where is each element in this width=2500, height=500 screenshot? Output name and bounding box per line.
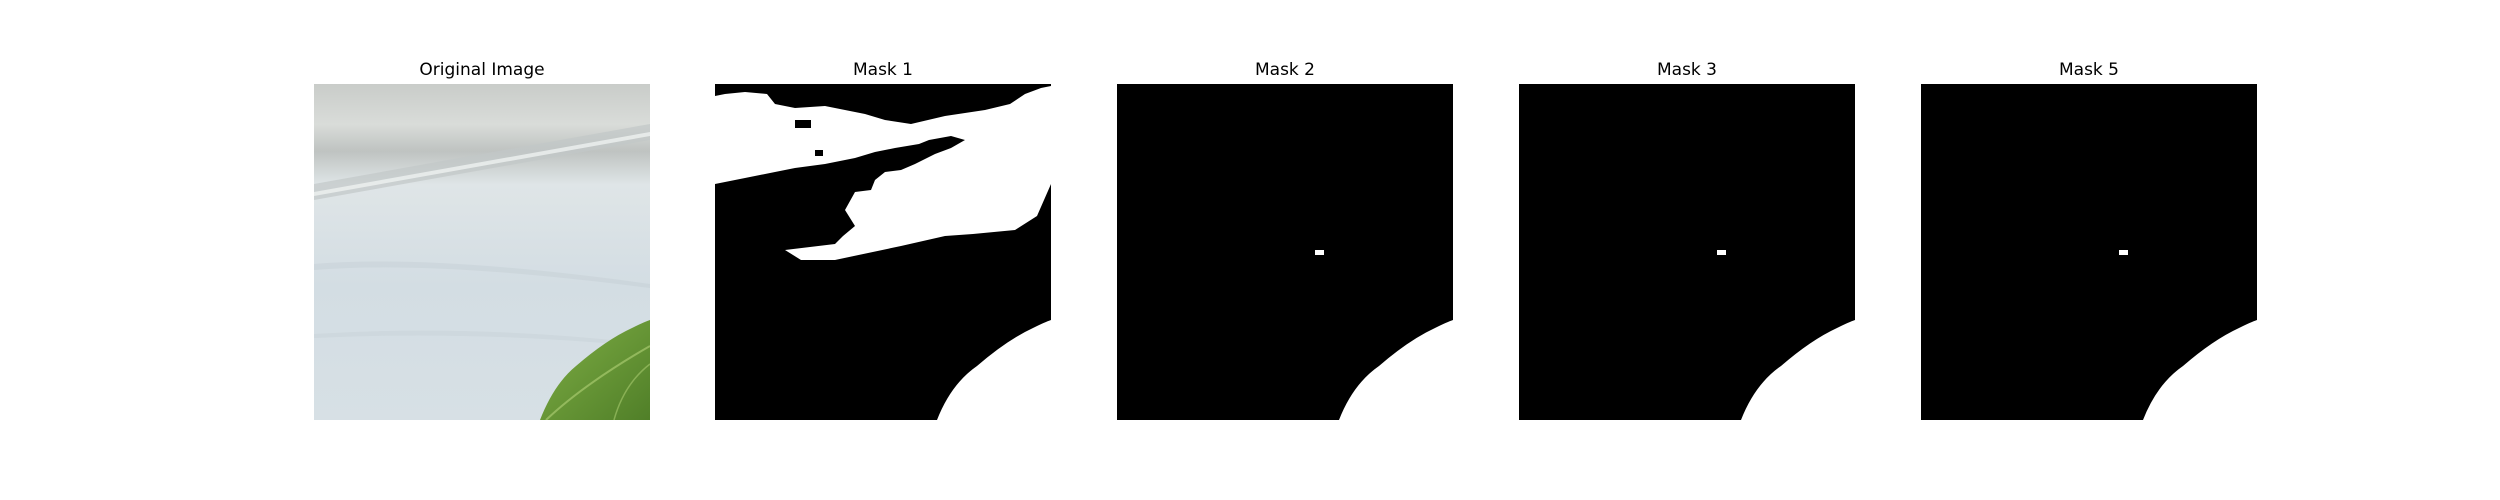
leaf-shape [540,320,650,420]
mask-5-panel [1921,84,2257,420]
panel-title-mask-5: Mask 5 [2058,60,2119,80]
mask-1-image [715,84,1051,420]
original-image [314,84,650,420]
mask-2-panel [1117,84,1453,420]
mask-2-image [1117,84,1453,420]
panel-title-mask-3: Mask 3 [1656,60,1717,80]
panel-title-mask-2: Mask 2 [1254,60,1315,80]
panel-title-original-image: Original Image [419,60,545,80]
panel-title-mask-1: Mask 1 [852,60,913,80]
mask-5-image [1921,84,2257,420]
mask-1-panel [715,84,1051,420]
mask-3-panel [1519,84,1855,420]
mask-3-image [1519,84,1855,420]
original-image-panel [314,84,650,420]
